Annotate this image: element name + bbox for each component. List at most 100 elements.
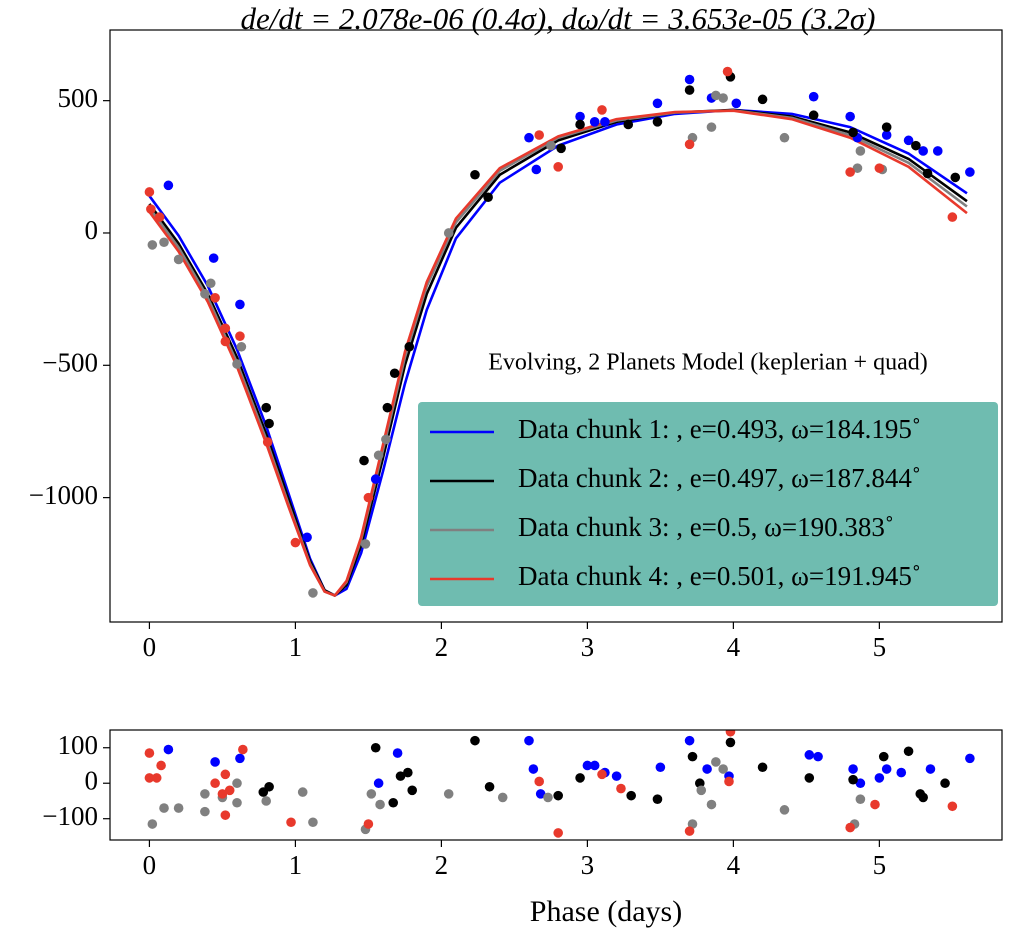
data-point <box>375 799 385 810</box>
data-point <box>388 797 399 808</box>
data-point <box>392 748 403 758</box>
y-tick-label: 0 <box>85 215 99 245</box>
data-point <box>232 359 242 369</box>
data-point <box>497 792 508 803</box>
data-point <box>918 792 928 803</box>
data-point <box>687 751 698 762</box>
data-point <box>154 212 165 222</box>
data-point <box>582 760 593 771</box>
data-point <box>696 785 707 796</box>
data-point <box>804 773 815 783</box>
data-point <box>852 163 863 173</box>
data-point <box>718 93 728 103</box>
data-point <box>262 437 273 447</box>
data-point <box>878 751 889 762</box>
data-point <box>881 764 892 774</box>
data-point <box>524 132 534 143</box>
data-point <box>706 799 717 810</box>
legend-title: Evolving, 2 Planets Model (keplerian + q… <box>488 350 927 376</box>
data-point <box>395 771 406 781</box>
data-point <box>597 105 607 115</box>
axes-frame <box>109 29 1003 623</box>
y-tick-label: 0 <box>85 765 99 795</box>
data-point <box>200 289 210 299</box>
data-point <box>403 767 413 778</box>
legend-label: Data chunk 3: , e=0.5, ω=190.383˚ <box>518 512 894 542</box>
y-tick-label: 500 <box>58 83 99 113</box>
data-point <box>470 735 480 746</box>
data-point <box>308 817 318 828</box>
data-point <box>623 119 634 130</box>
data-point <box>947 212 958 222</box>
data-point <box>147 240 158 250</box>
data-point <box>370 742 381 753</box>
data-point <box>373 450 384 461</box>
data-point <box>553 828 563 838</box>
data-point <box>220 336 231 347</box>
data-point <box>711 757 721 767</box>
data-point <box>156 760 166 771</box>
data-point <box>706 122 717 132</box>
data-point <box>575 773 585 783</box>
data-point <box>381 434 391 445</box>
x-tick-label: 3 <box>581 850 595 880</box>
data-point <box>407 785 417 796</box>
data-point <box>845 167 855 177</box>
data-point <box>626 790 636 801</box>
data-point <box>534 776 545 787</box>
data-point <box>652 98 663 109</box>
data-point <box>151 773 162 783</box>
data-point <box>210 293 220 303</box>
data-point <box>220 810 231 820</box>
x-tick-label: 2 <box>435 632 449 662</box>
data-point <box>874 773 885 783</box>
data-point <box>159 803 169 813</box>
axes-frame <box>109 729 1003 841</box>
data-point <box>947 801 958 812</box>
data-point <box>443 789 454 799</box>
data-point <box>855 778 866 789</box>
data-point <box>684 85 695 95</box>
data-point <box>290 537 301 548</box>
data-point <box>918 146 928 156</box>
data-point <box>297 787 308 797</box>
data-point <box>210 757 220 767</box>
data-point <box>200 806 210 817</box>
data-point <box>556 143 566 154</box>
data-point <box>600 117 610 127</box>
data-point <box>210 778 220 789</box>
data-point <box>235 753 245 764</box>
data-point <box>813 751 823 762</box>
data-point <box>684 735 695 746</box>
data-point <box>232 797 242 808</box>
data-point <box>725 730 736 737</box>
data-point <box>147 819 158 829</box>
x-tick-label: 1 <box>289 632 303 662</box>
data-point <box>589 117 600 127</box>
data-point <box>684 826 695 836</box>
x-tick-label: 1 <box>289 850 303 880</box>
data-point <box>722 66 733 77</box>
data-point <box>652 794 663 804</box>
data-point <box>261 402 272 413</box>
data-point <box>531 164 542 175</box>
data-point <box>264 418 274 429</box>
data-point <box>684 139 695 150</box>
data-point <box>205 278 216 289</box>
data-point <box>484 781 495 792</box>
data-point <box>208 253 219 263</box>
data-point <box>724 776 734 787</box>
data-point <box>302 532 312 543</box>
legend-box <box>418 402 998 606</box>
x-tick-label: 5 <box>873 632 887 662</box>
data-point <box>903 746 914 757</box>
data-point <box>611 771 622 781</box>
data-point <box>725 737 736 748</box>
data-point <box>535 789 546 799</box>
data-point <box>655 762 666 773</box>
data-point <box>848 764 858 774</box>
data-point <box>235 299 245 310</box>
data-point <box>286 817 296 828</box>
data-point <box>236 341 247 352</box>
x-tick-label: 2 <box>435 850 449 880</box>
